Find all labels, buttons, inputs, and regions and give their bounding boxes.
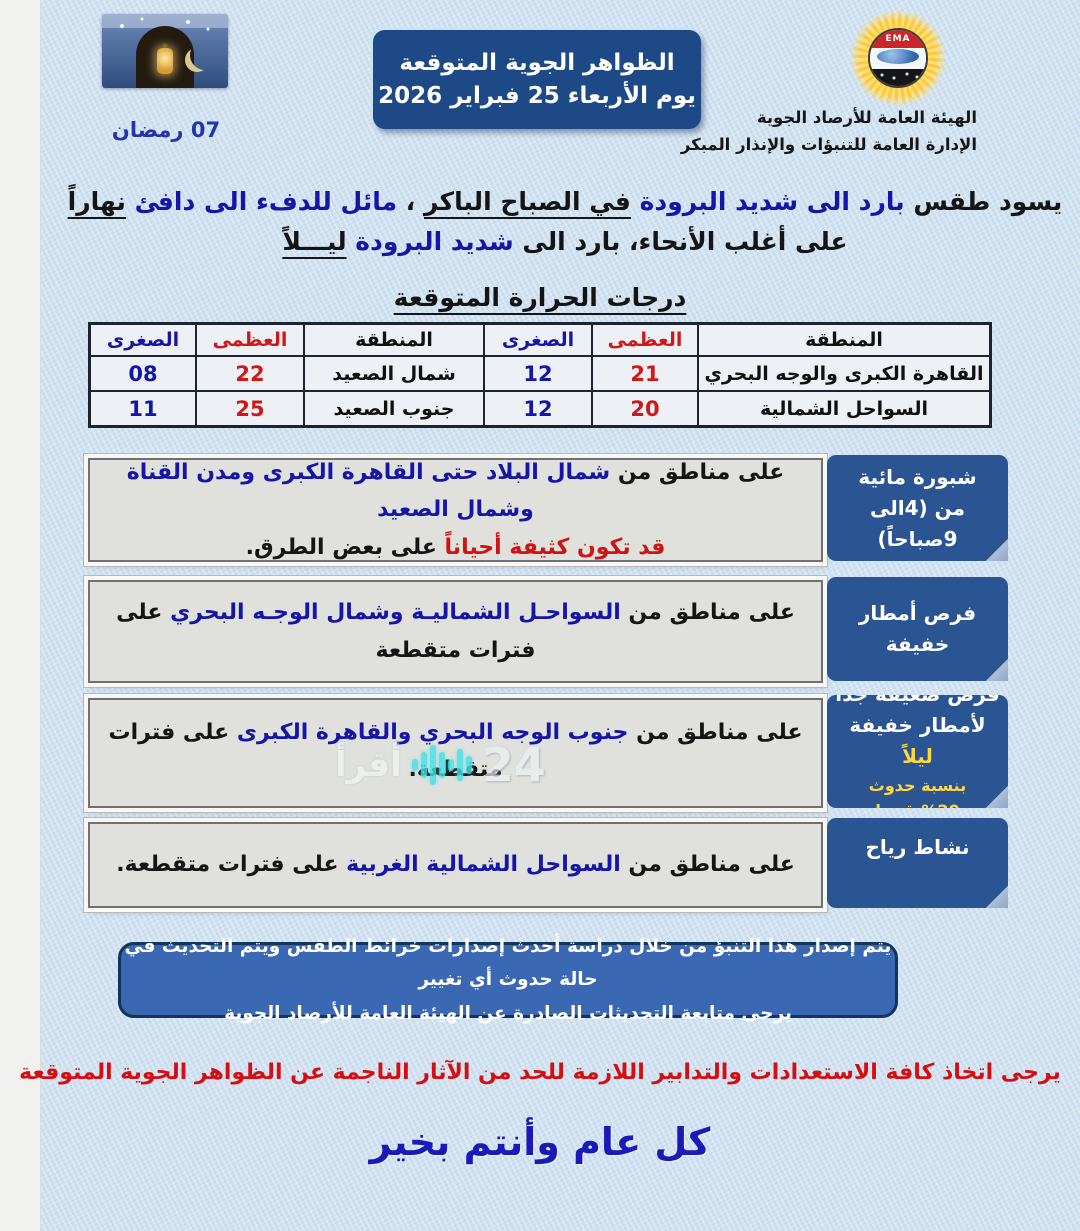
folded-corner <box>986 539 1008 561</box>
header-min-left: الصغرى <box>91 325 195 355</box>
region-north-coasts: السواحل الشمالية <box>699 392 989 425</box>
weak-rain-label: فرص ضعيفة جدا لأمطار خفيفة ليلاً بنسبة ح… <box>827 695 1008 808</box>
greeting-calligraphy: كل عام وأنتم بخير <box>369 1120 711 1164</box>
summary-line-1: يسود طقس بارد الى شديد البرودة في الصباح… <box>67 187 1063 216</box>
folded-corner <box>986 886 1008 908</box>
notice-line1: يتم إصدار هذا التنبؤ من خلال دراسة أحدث … <box>124 936 892 991</box>
poster-date: يوم الأربعاء 25 فبراير 2026 <box>378 83 696 109</box>
precaution-warning-text: يرجى اتخاذ كافة الاستعدادات والتدابير ال… <box>19 1060 1061 1085</box>
max-south-upper-egypt: 25 <box>197 392 303 425</box>
fog-label-line2: من (4الى 9صباحاً) <box>869 495 965 551</box>
weak-rain-details-line: على مناطق من جنوب الوجه البحري والقاهرة … <box>108 720 803 783</box>
equalizer-bars-icon <box>411 745 472 785</box>
folded-corner <box>986 659 1008 681</box>
lantern-lamp <box>157 48 173 74</box>
summary-line-2: على أغلب الأنحاء، بارد الى شديد البرودة … <box>282 227 848 256</box>
weak-rain-label-line1: فرص ضعيفة جدا <box>835 682 1000 707</box>
emblem-black-band <box>870 69 926 86</box>
emblem-white-band <box>870 47 926 70</box>
temperatures-table-title: درجات الحرارة المتوقعة <box>393 283 687 312</box>
org-department: الإدارة العامة للتنبؤات والإنذار المبكر <box>680 135 977 155</box>
organization-names: الهيئة العامة للأرصاد الجوية الإدارة الع… <box>647 104 977 158</box>
header-max-right: العظمى <box>593 325 697 355</box>
fog-details-box: على مناطق من شمال البلاد حتى القاهرة الك… <box>88 458 823 562</box>
fog-label-line1: شبورة مائية <box>858 464 977 489</box>
emblem-red-band: EMA <box>870 30 926 48</box>
fog-label: شبورة مائية من (4الى 9صباحاً) <box>827 455 1008 561</box>
ema-acronym: EMA <box>885 33 911 44</box>
watermark-arabic-text: أقرأ <box>335 745 402 785</box>
light-rain-details-line: على مناطق من السواحـل الشماليـة وشمال ال… <box>116 600 795 663</box>
crescent-moon <box>190 40 220 70</box>
title-box: الظواهر الجوية المتوقعة يوم الأربعاء 25 … <box>373 30 701 129</box>
min-cairo-delta: 12 <box>485 357 591 390</box>
max-north-coasts: 20 <box>593 392 697 425</box>
temperatures-table: الصغرى العظمى المنطقة الصغرى العظمى المن… <box>88 322 992 428</box>
light-rain-label: فرص أمطار خفيفة <box>827 577 1008 681</box>
region-north-upper-egypt: شمال الصعيد <box>305 357 483 390</box>
fog-details-line2: قد تكون كثيفة أحياناً على بعض الطرق. <box>245 534 666 560</box>
org-name: الهيئة العامة للأرصاد الجوية <box>756 108 977 127</box>
forecast-summary: يسود طقس بارد الى شديد البرودة في الصباح… <box>50 182 1080 262</box>
region-cairo-delta: القاهرة الكبرى والوجه البحري <box>699 357 989 390</box>
wind-label: نشاط رياح <box>827 818 1008 908</box>
ema-emblem: EMA <box>868 28 928 88</box>
max-north-upper-egypt: 22 <box>197 357 303 390</box>
light-rain-details-box: على مناطق من السواحـل الشماليـة وشمال ال… <box>88 580 823 683</box>
ramadan-day-label: 07 رمضان <box>111 118 221 142</box>
region-south-upper-egypt: جنوب الصعيد <box>305 392 483 425</box>
weak-rain-label-line2: لأمطار خفيفة ليلاً <box>849 713 986 769</box>
header-min-right: الصغرى <box>485 325 591 355</box>
cloud-icon <box>877 48 919 64</box>
update-notice-box: يتم إصدار هذا التنبؤ من خلال دراسة أحدث … <box>118 936 898 1024</box>
wind-label-line1: نشاط رياح <box>865 835 970 859</box>
weak-rain-label-probability: بنسبة حدوث 20%تقريبا <box>868 776 967 820</box>
header-region-left: المنطقة <box>305 325 483 355</box>
max-cairo-delta: 21 <box>593 357 697 390</box>
poster-title: الظواهر الجوية المتوقعة <box>399 50 675 76</box>
min-south-upper-egypt: 11 <box>91 392 195 425</box>
header-max-left: العظمى <box>197 325 303 355</box>
header-region-right: المنطقة <box>699 325 989 355</box>
folded-corner <box>986 786 1008 808</box>
page-left-margin <box>0 0 41 1231</box>
light-rain-label-line2: خفيفة <box>885 632 950 656</box>
watermark: أقرأ 24 <box>335 738 546 792</box>
wind-details-line: على مناطق من السواحل الشمالية الغربية عل… <box>116 852 795 878</box>
weak-rain-details-box: على مناطق من جنوب الوجه البحري والقاهرة … <box>88 698 823 808</box>
wind-details-box: على مناطق من السواحل الشمالية الغربية عل… <box>88 822 823 908</box>
ramadan-lantern-image <box>102 14 228 88</box>
min-north-coasts: 12 <box>485 392 591 425</box>
watermark-number: 24 <box>481 738 546 792</box>
fog-details-line1: على مناطق من شمال البلاد حتى القاهرة الك… <box>126 459 785 523</box>
min-north-upper-egypt: 08 <box>91 357 195 390</box>
ema-logo: EMA <box>845 10 951 108</box>
light-rain-label-line1: فرص أمطار <box>858 601 977 625</box>
notice-line2: يرجى متابعة التحديثات الصادرة عن الهيئة … <box>224 1002 792 1024</box>
